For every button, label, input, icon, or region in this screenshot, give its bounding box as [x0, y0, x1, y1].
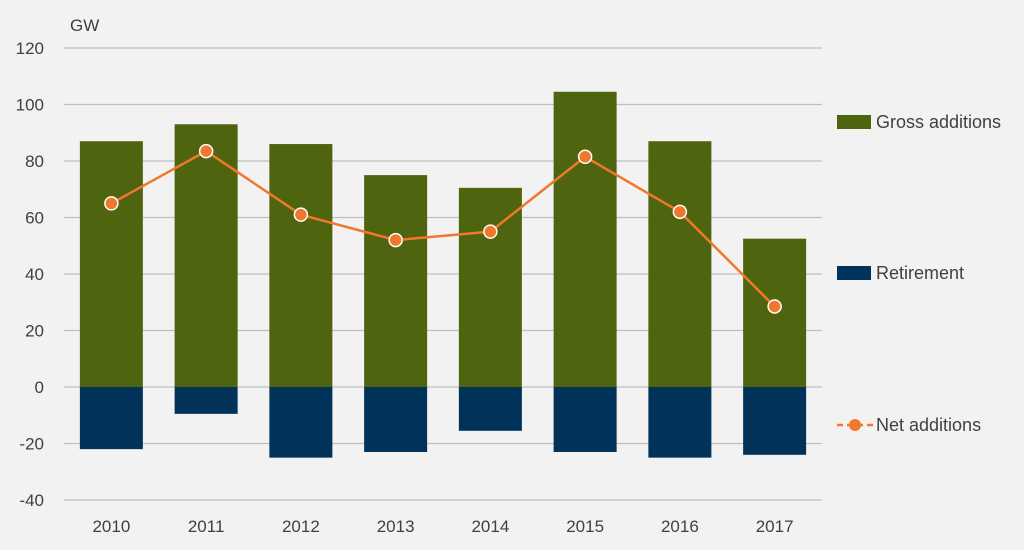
y-tick-label: 100 — [16, 96, 44, 115]
net-additions-point — [672, 204, 688, 220]
x-tick-label: 2010 — [92, 517, 130, 536]
gross-additions-bar — [174, 124, 238, 388]
net-additions-point — [388, 232, 403, 248]
retirement-bar — [364, 387, 428, 452]
y-tick-label: 40 — [25, 265, 44, 284]
legend-item: Gross additions — [837, 112, 1001, 132]
retirement-bar — [174, 387, 238, 414]
y-tick-label: 80 — [25, 152, 44, 171]
x-tick-label: 2016 — [661, 517, 699, 536]
legend: Gross additions Retirement Net additions — [837, 112, 1001, 435]
bars — [79, 91, 807, 458]
net-additions-point — [767, 299, 782, 314]
x-tick-label: 2017 — [756, 517, 794, 536]
y-tick-label: 60 — [25, 209, 44, 228]
retirement-bar — [269, 387, 333, 458]
legend-swatch — [837, 115, 871, 129]
x-axis-ticks: 2010 2011 2012 2013 2014 2015 2016 2017 — [92, 517, 793, 536]
legend-label: Net additions — [876, 415, 981, 435]
legend-label: Retirement — [876, 263, 964, 283]
gross-additions-bar — [458, 187, 522, 387]
net-additions-point — [577, 149, 593, 165]
retirement-bar — [458, 387, 522, 431]
net-additions-line-group — [104, 143, 782, 314]
net-additions-point — [198, 143, 214, 159]
x-tick-label: 2013 — [377, 517, 415, 536]
legend-item: Net additions — [837, 415, 981, 435]
y-tick-label: -20 — [19, 435, 44, 454]
gross-additions-bar — [269, 144, 333, 387]
gross-additions-bar — [364, 175, 428, 387]
gross-additions-bar — [553, 91, 617, 387]
y-tick-label: -40 — [19, 491, 44, 510]
y-tick-label: 0 — [35, 378, 44, 397]
x-tick-label: 2012 — [282, 517, 320, 536]
x-tick-label: 2015 — [566, 517, 604, 536]
retirement-bar — [79, 387, 143, 450]
y-tick-label: 20 — [25, 322, 44, 341]
legend-label: Gross additions — [876, 112, 1001, 132]
retirement-bar — [743, 387, 807, 455]
net-additions-line — [110, 149, 776, 308]
net-additions-point — [104, 196, 119, 211]
gross-additions-bar — [648, 141, 712, 387]
legend-swatch — [837, 266, 871, 280]
y-tick-label: 120 — [16, 39, 44, 58]
retirement-bar — [553, 387, 617, 452]
y-axis-ticks: -40 -20 0 20 40 60 80 100 120 — [16, 39, 44, 510]
y-axis-unit-label: GW — [70, 16, 99, 35]
retirement-bar — [648, 387, 712, 458]
x-tick-label: 2011 — [188, 517, 225, 536]
net-additions-point — [483, 224, 498, 239]
gross-additions-bar — [79, 141, 143, 387]
legend-item: Retirement — [837, 263, 964, 283]
net-additions-point — [293, 207, 309, 222]
x-tick-label: 2014 — [471, 517, 509, 536]
legend-marker — [849, 419, 861, 431]
